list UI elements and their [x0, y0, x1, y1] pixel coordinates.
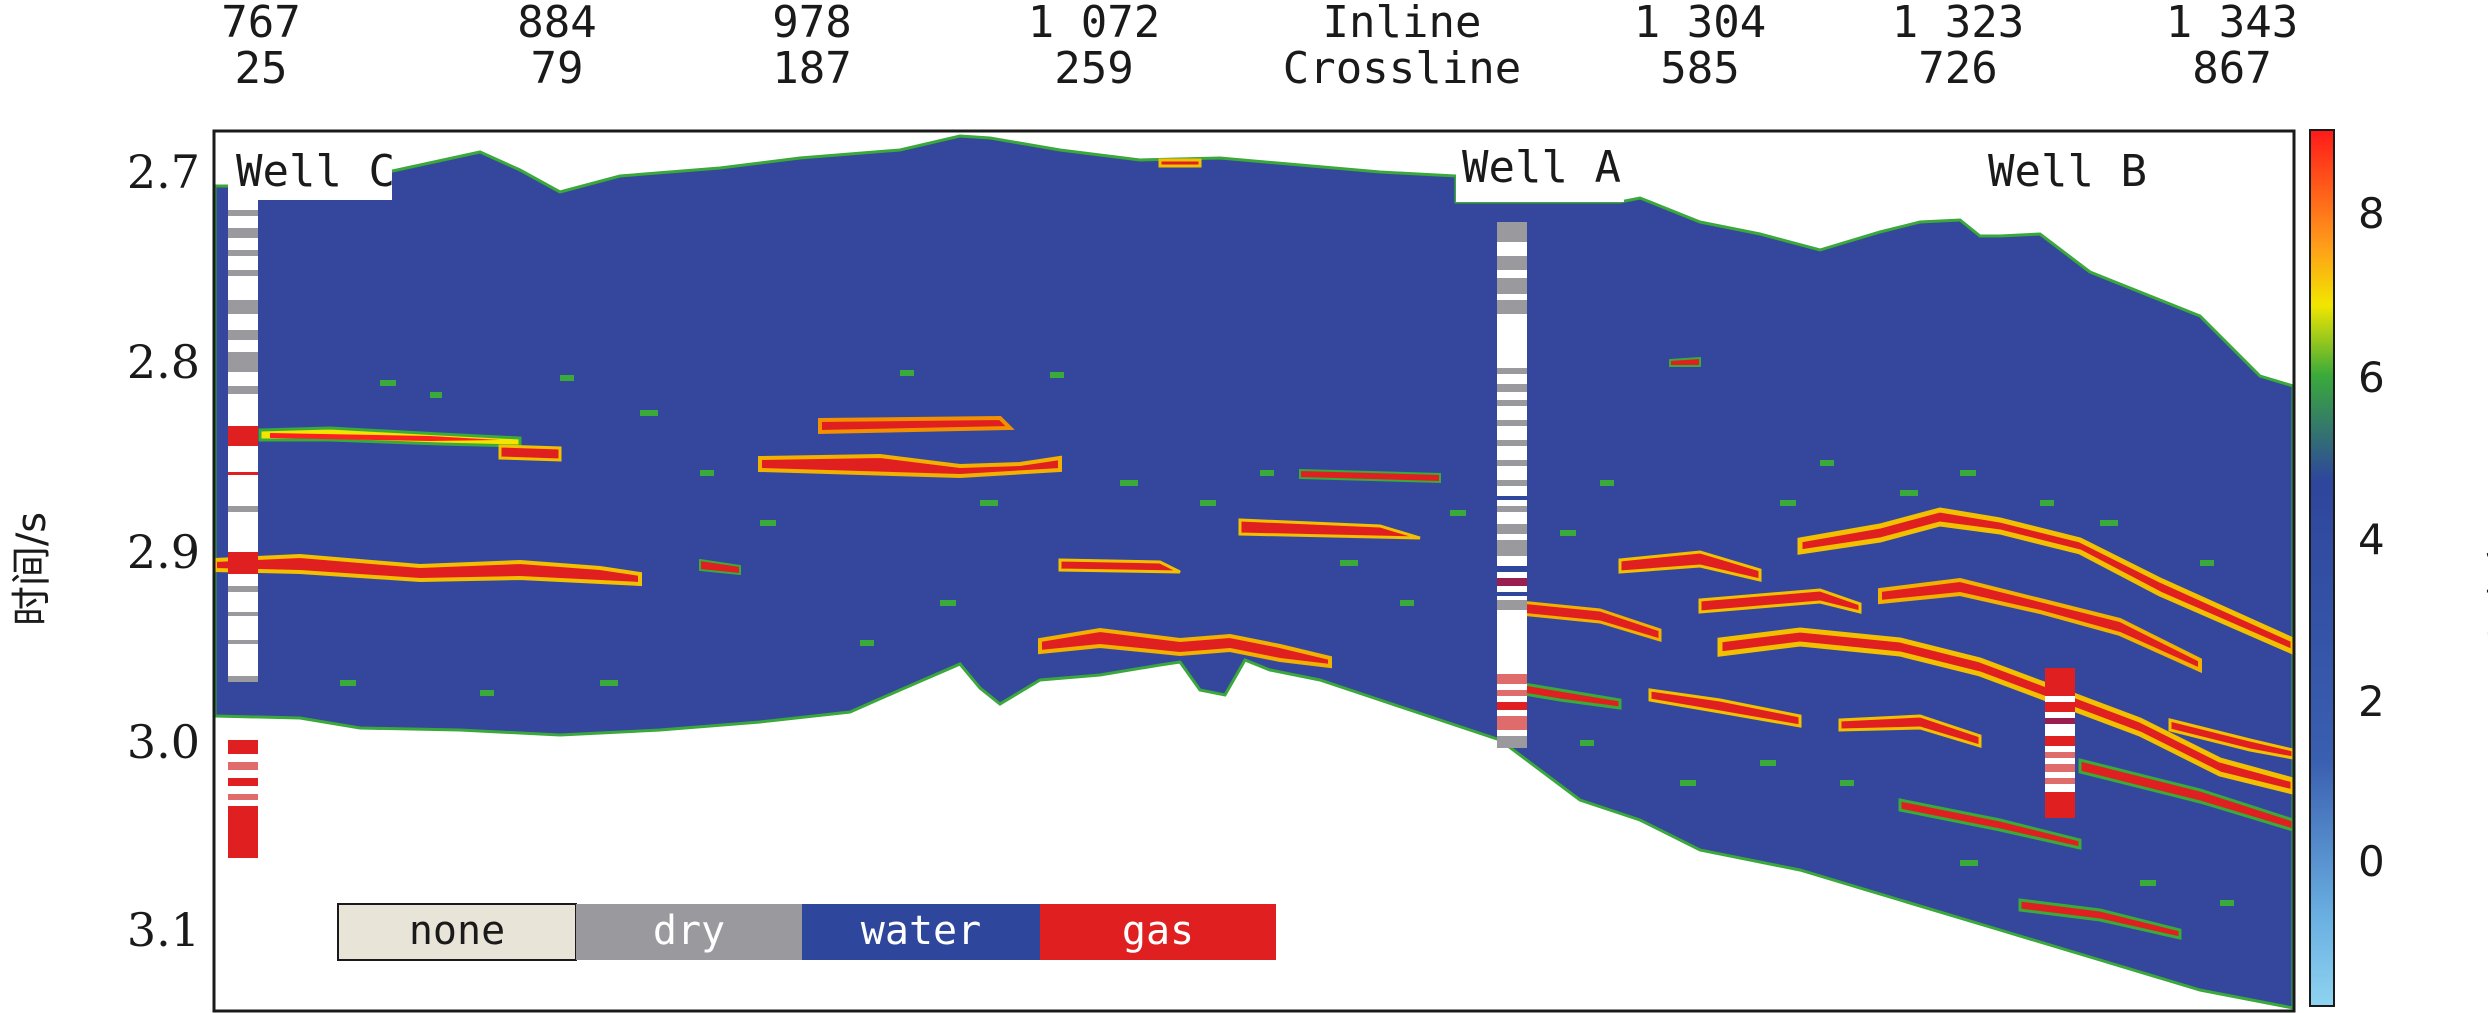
porosity-section: Well C Well A Well B none dry water gas — [215, 134, 2293, 1010]
colorbar-gradient — [2309, 129, 2335, 1007]
well-labels: Well C Well A Well B — [228, 140, 2147, 202]
y-tick-label: 2.9 — [126, 525, 200, 579]
well-b-label: Well B — [1988, 146, 2147, 197]
porosity-colorbar — [2309, 129, 2335, 1007]
trace-label-1323: 1 323 726 — [1891, 0, 2025, 94]
porosity-body — [215, 134, 2293, 1010]
colorbar-tick-label: 6 — [2358, 353, 2385, 402]
colorbar-tick-label: 0 — [2358, 837, 2385, 886]
y-tick-label: 3.1 — [126, 903, 200, 957]
trace-axis-names: Inline Crossline — [1282, 0, 1522, 94]
y-tick-label: 2.8 — [126, 335, 200, 389]
colorbar-tick-label: 8 — [2358, 189, 2385, 238]
trace-label-1072: 1 072 259 — [1027, 0, 1161, 94]
well-a-label: Well A — [1462, 142, 1621, 193]
well-c-log — [228, 200, 258, 858]
legend-swatch-water — [802, 904, 1040, 960]
y-tick-label: 3.0 — [126, 715, 200, 769]
legend-label-water: water — [861, 908, 981, 954]
legend-swatch-gas — [1040, 904, 1276, 960]
trace-label-1304: 1 304 585 — [1633, 0, 1767, 94]
well-c-label: Well C — [236, 146, 395, 197]
colorbar-tick-label: 4 — [2358, 515, 2385, 564]
trace-label-884: 884 79 — [517, 0, 597, 94]
legend-label-dry: dry — [653, 908, 725, 954]
well-b-log — [2045, 668, 2075, 818]
well-a-log — [1497, 222, 1527, 748]
colorbar-title: 孔隙度/% — [2483, 480, 2488, 661]
plot-frame — [212, 129, 2296, 1013]
fluid-legend: none dry water gas — [337, 903, 1276, 961]
legend-label-gas: gas — [1122, 908, 1194, 954]
scattered-porosity-specks — [340, 370, 2234, 906]
legend-label-none: none — [409, 908, 505, 954]
high-porosity-lenses — [215, 158, 2293, 940]
colorbar-tick-label: 2 — [2358, 677, 2385, 726]
y-tick-label: 2.7 — [126, 145, 200, 199]
legend-swatch-none — [337, 903, 577, 961]
legend-swatch-dry — [576, 904, 802, 960]
trace-header: 767 25 884 79 978 187 1 072 259 Inline Crossl… — [0, 0, 2488, 110]
trace-label-978: 978 187 — [772, 0, 852, 94]
trace-label-1343: 1 343 867 — [2165, 0, 2299, 94]
trace-label-767: 767 25 — [221, 0, 301, 94]
